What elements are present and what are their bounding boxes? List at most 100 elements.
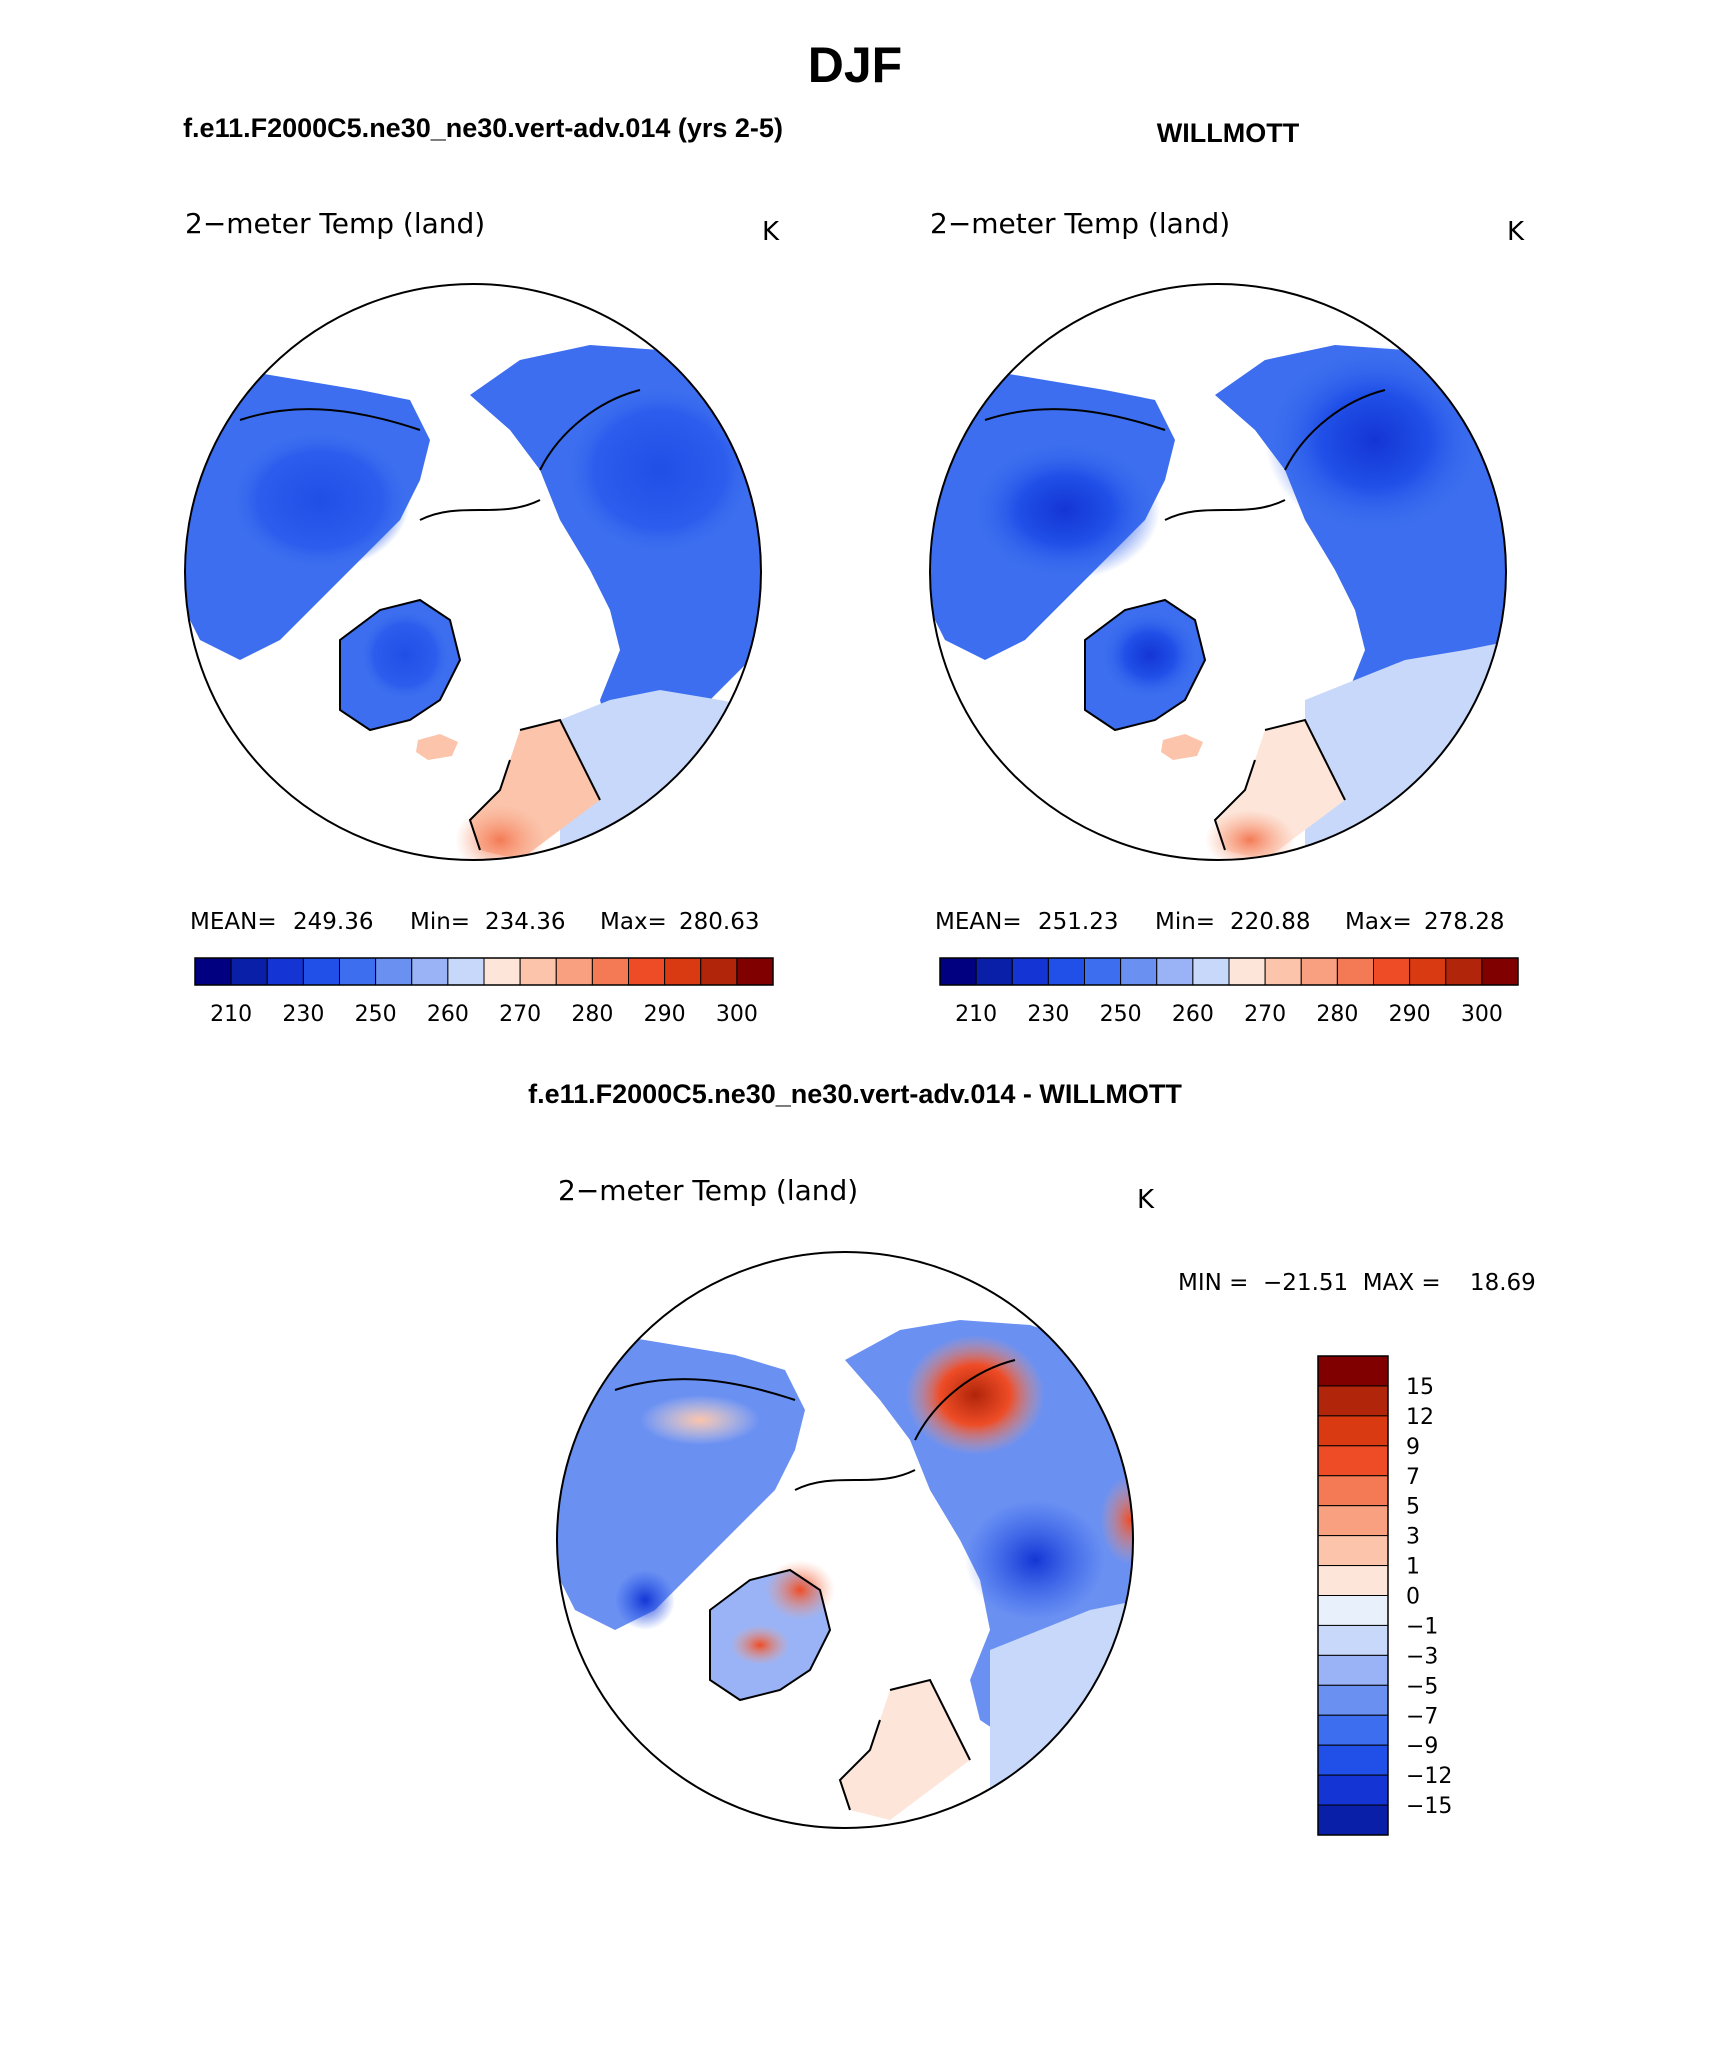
diff-warm-east-asia bbox=[1100, 1475, 1133, 1565]
colorbar-swatch bbox=[1317, 1535, 1389, 1567]
diff-hot-greenland-s bbox=[730, 1625, 790, 1665]
colorbar-swatch bbox=[230, 957, 268, 986]
colorbar-tick-label: 0 bbox=[1406, 1585, 1420, 1610]
model-map-field bbox=[185, 284, 761, 860]
colorbar-tick-label: −12 bbox=[1406, 1764, 1452, 1789]
colorbar-swatch bbox=[375, 957, 413, 986]
model-mean-value: 249.36 bbox=[293, 909, 373, 935]
colorbar-swatch bbox=[628, 957, 666, 986]
model-cold-canada bbox=[230, 430, 410, 570]
colorbar-swatch bbox=[1264, 957, 1302, 986]
colorbar-tick-label: 230 bbox=[282, 1002, 324, 1027]
colorbar-tick-label: 230 bbox=[1027, 1002, 1069, 1027]
diff-minmax-label: MIN = −21.51 MAX = 18.69 bbox=[1178, 1270, 1536, 1296]
model-colorbar bbox=[194, 957, 774, 986]
colorbar-tick-label: 280 bbox=[1316, 1002, 1358, 1027]
colorbar-tick-label: −7 bbox=[1406, 1704, 1438, 1729]
colorbar-tick-label: 15 bbox=[1406, 1375, 1434, 1400]
colorbar-tick-label: 260 bbox=[427, 1002, 469, 1027]
diff-map-panel: 2−meter Temp (land) K MIN = −21.51 MAX =… bbox=[556, 1174, 1536, 1836]
colorbar-swatch bbox=[939, 957, 977, 986]
colorbar-tick-label: 210 bbox=[955, 1002, 997, 1027]
obs-mean-label: MEAN= bbox=[935, 909, 1022, 935]
colorbar-swatch bbox=[339, 957, 377, 986]
colorbar-tick-label: 250 bbox=[1100, 1002, 1142, 1027]
diff-land-europe bbox=[840, 1680, 970, 1820]
colorbar-swatch bbox=[1317, 1804, 1389, 1836]
colorbar-swatch bbox=[1011, 957, 1049, 986]
colorbar-swatch bbox=[736, 957, 774, 986]
diff-hot-siberia bbox=[905, 1335, 1045, 1455]
colorbar-swatch bbox=[664, 957, 702, 986]
model-cold-siberia bbox=[565, 385, 755, 555]
obs-colorbar-ticks: 210 230 250 260 270 280 290 300 bbox=[955, 1002, 1503, 1027]
colorbar-tick-label: 3 bbox=[1406, 1525, 1420, 1550]
colorbar-tick-label: 270 bbox=[1244, 1002, 1286, 1027]
right-panel-header: WILLMOTT bbox=[1157, 118, 1300, 148]
colorbar-swatch bbox=[1156, 957, 1194, 986]
model-warm-europe bbox=[455, 805, 545, 860]
colorbar-swatch bbox=[1317, 1684, 1389, 1716]
colorbar-swatch bbox=[519, 957, 557, 986]
model-map-panel: 2−meter Temp (land) K MEAN= 249.36 Min= … bbox=[184, 207, 780, 1027]
colorbar-swatch bbox=[483, 957, 521, 986]
obs-mean-value: 251.23 bbox=[1038, 909, 1118, 935]
colorbar-swatch bbox=[1317, 1714, 1389, 1746]
obs-cold-siberia bbox=[1265, 345, 1485, 535]
obs-map-boundary bbox=[929, 283, 1507, 861]
colorbar-tick-label: 7 bbox=[1406, 1465, 1420, 1490]
colorbar-tick-label: 300 bbox=[1461, 1002, 1503, 1027]
obs-cold-greenland bbox=[1100, 610, 1200, 700]
colorbar-frame bbox=[1317, 1355, 1389, 1836]
colorbar-swatch bbox=[1317, 1654, 1389, 1686]
obs-max-value: 278.28 bbox=[1424, 909, 1504, 935]
model-map-title: 2−meter Temp (land) bbox=[185, 207, 485, 240]
colorbar-swatch bbox=[1120, 957, 1158, 986]
colorbar-swatch bbox=[1317, 1744, 1389, 1776]
colorbar-frame bbox=[194, 957, 774, 986]
colorbar-swatch bbox=[447, 957, 485, 986]
colorbar-swatch bbox=[1373, 957, 1411, 986]
colorbar-swatch bbox=[1300, 957, 1338, 986]
diff-cold-central-asia bbox=[965, 1500, 1105, 1620]
colorbar-tick-label: 9 bbox=[1406, 1435, 1420, 1460]
model-max-label: Max= bbox=[600, 909, 667, 935]
model-map-boundary bbox=[184, 283, 762, 861]
colorbar-swatch bbox=[1317, 1774, 1389, 1806]
colorbar-swatch bbox=[266, 957, 304, 986]
colorbar-tick-label: −3 bbox=[1406, 1644, 1438, 1669]
colorbar-swatch bbox=[194, 957, 232, 986]
colorbar-swatch bbox=[1047, 957, 1085, 986]
obs-min-value: 220.88 bbox=[1230, 909, 1310, 935]
obs-colorbar bbox=[939, 957, 1519, 986]
obs-land-iceland bbox=[1161, 734, 1203, 760]
obs-min-label: Min= bbox=[1155, 909, 1215, 935]
colorbar-tick-label: 280 bbox=[571, 1002, 613, 1027]
left-panel-header: f.e11.F2000C5.ne30_ne30.vert-adv.014 (yr… bbox=[183, 113, 783, 143]
diff-map-units: K bbox=[1137, 1185, 1155, 1215]
colorbar-swatch bbox=[1317, 1505, 1389, 1537]
model-land-eurasia-south bbox=[560, 690, 761, 860]
model-map-units: K bbox=[762, 217, 780, 247]
diff-map-boundary bbox=[556, 1251, 1134, 1829]
diff-map-title: 2−meter Temp (land) bbox=[558, 1174, 858, 1207]
colorbar-swatch bbox=[1317, 1624, 1389, 1656]
colorbar-tick-label: 300 bbox=[716, 1002, 758, 1027]
colorbar-swatch bbox=[1409, 957, 1447, 986]
colorbar-tick-label: 260 bbox=[1172, 1002, 1214, 1027]
model-min-label: Min= bbox=[410, 909, 470, 935]
model-max-value: 280.63 bbox=[679, 909, 759, 935]
colorbar-swatch bbox=[1317, 1355, 1389, 1387]
obs-map-panel: 2−meter Temp (land) K MEAN= 251.23 Min= … bbox=[929, 207, 1525, 1027]
obs-warm-europe bbox=[1205, 810, 1295, 860]
colorbar-tick-label: −15 bbox=[1406, 1794, 1452, 1819]
diff-panel-header: f.e11.F2000C5.ne30_ne30.vert-adv.014 - W… bbox=[528, 1079, 1182, 1109]
colorbar-swatch bbox=[1317, 1475, 1389, 1507]
colorbar-frame bbox=[939, 957, 1519, 986]
colorbar-tick-label: 5 bbox=[1406, 1495, 1420, 1520]
obs-max-label: Max= bbox=[1345, 909, 1412, 935]
diff-map-field bbox=[557, 1252, 1133, 1828]
model-land-iceland bbox=[416, 734, 458, 760]
colorbar-tick-label: −5 bbox=[1406, 1674, 1438, 1699]
colorbar-tick-label: 250 bbox=[355, 1002, 397, 1027]
